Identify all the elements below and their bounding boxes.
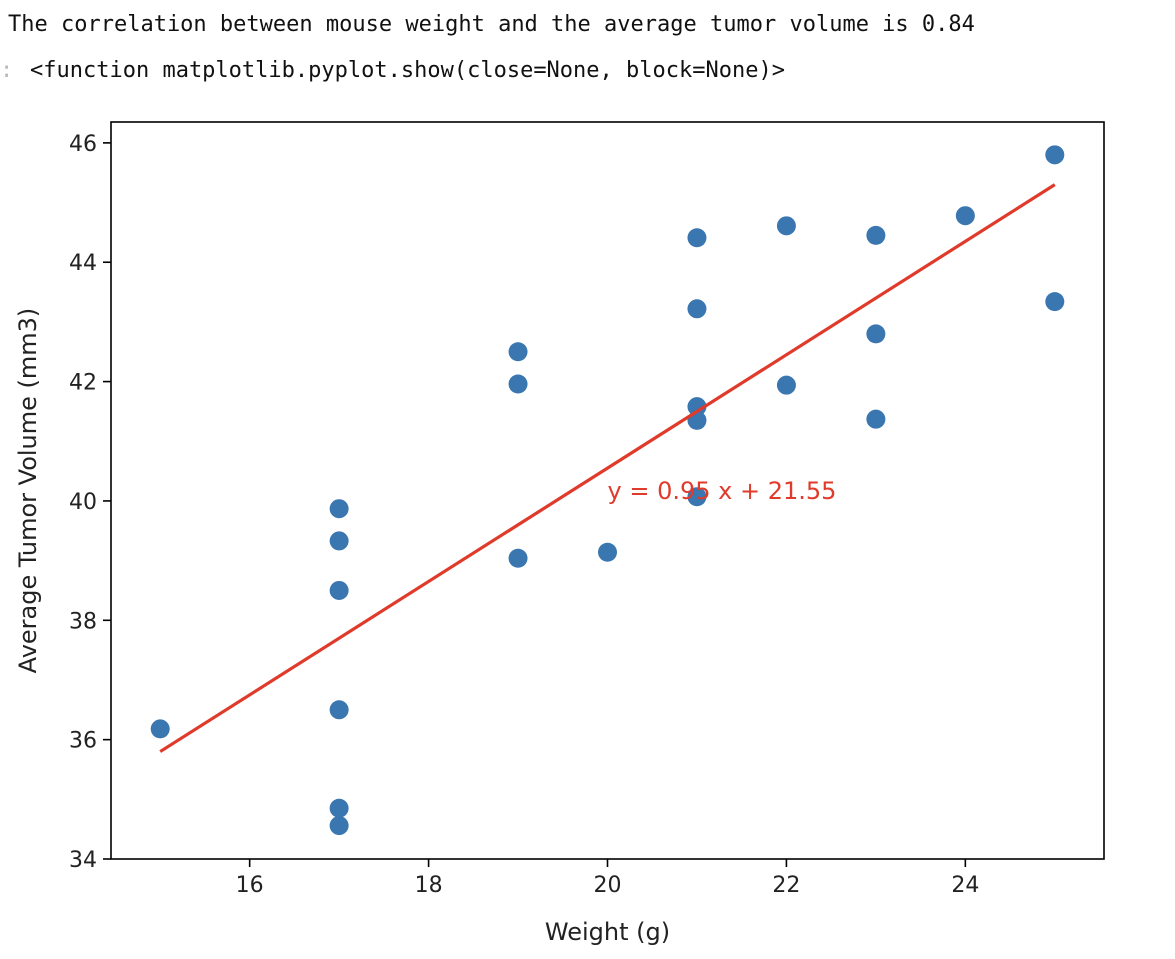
scatter-point-2 [329, 531, 349, 551]
stdout-text: The correlation between mouse weight and… [8, 12, 975, 37]
scatter-point-21 [955, 206, 975, 226]
scatter-point-19 [866, 324, 886, 344]
scatter-point-4 [329, 700, 349, 720]
y-tick-label-42: 42 [69, 371, 97, 396]
scatter-point-16 [776, 216, 796, 236]
y-tick-label-36: 36 [69, 729, 97, 754]
scatter-point-22 [1045, 145, 1065, 165]
scatter-point-6 [329, 816, 349, 836]
scatter-point-17 [776, 375, 796, 395]
scatter-point-8 [508, 374, 528, 394]
scatter-point-0 [150, 719, 170, 739]
x-tick-label-24: 24 [951, 873, 979, 898]
scatter-point-10 [598, 542, 617, 562]
scatter-point-20 [866, 409, 886, 429]
output-prompt: : [0, 58, 14, 83]
scatter-point-7 [508, 342, 528, 362]
output-repr-text: <function matplotlib.pyplot.show(close=N… [30, 58, 785, 83]
scatter-point-11 [687, 228, 707, 248]
scatter-point-1 [329, 499, 349, 519]
axes: 16 18 20 22 24 34 36 38 40 42 44 46 [69, 121, 1105, 898]
x-tick-label-16: 16 [236, 873, 264, 898]
y-axis-label: Average Tumor Volume (mm3) [14, 308, 42, 674]
regression-line [159, 183, 1056, 753]
x-tick-label-18: 18 [415, 873, 443, 898]
y-tick-label-46: 46 [69, 132, 97, 157]
y-tick-label-44: 44 [69, 251, 97, 276]
x-axis-label: Weight (g) [545, 918, 670, 946]
x-tick-label-20: 20 [594, 873, 622, 898]
scatter-point-18 [866, 225, 886, 245]
plot-area: y = 0.95 x + 21.55 [150, 145, 1065, 836]
regression-equation-label: y = 0.95 x + 21.55 [608, 477, 837, 505]
scatter-point-13 [687, 397, 707, 417]
scatter-point-3 [329, 580, 349, 600]
scatter-point-9 [508, 548, 528, 568]
scatter-point-23 [1045, 292, 1065, 312]
scatter-point-5 [329, 798, 349, 818]
scatter-point-12 [687, 299, 707, 319]
x-tick-label-22: 22 [772, 873, 800, 898]
scatter-point-15 [687, 487, 707, 507]
y-tick-label-40: 40 [69, 490, 97, 515]
y-tick-label-34: 34 [69, 848, 97, 873]
y-tick-label-38: 38 [69, 609, 97, 634]
scatter-point-14 [687, 410, 707, 430]
